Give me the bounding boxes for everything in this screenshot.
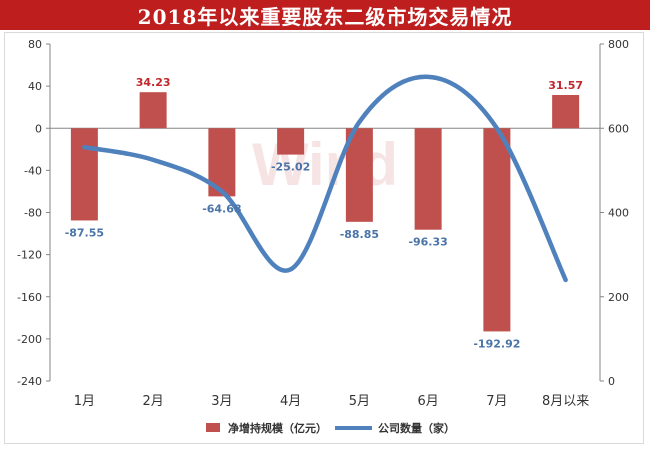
category-label: 3月 xyxy=(211,394,232,409)
left-tick-label: 0 xyxy=(35,122,42,135)
bar-data-label: -88.85 xyxy=(340,228,379,241)
right-tick-label: 600 xyxy=(608,122,629,135)
bar xyxy=(552,95,580,129)
category-label: 2月 xyxy=(142,394,163,409)
legend-line-label: 公司数量（家） xyxy=(378,421,455,435)
right-tick-label: 800 xyxy=(608,38,629,51)
right-tick-label: 200 xyxy=(608,291,629,304)
bar-data-label: 34.23 xyxy=(136,76,171,89)
category-label: 5月 xyxy=(349,394,370,409)
left-tick-label: -40 xyxy=(24,164,42,177)
chart-frame xyxy=(4,32,644,444)
company-count-line xyxy=(82,74,568,283)
category-label: 6月 xyxy=(417,394,438,409)
bar-data-label: -192.92 xyxy=(473,337,520,350)
left-tick-label: -160 xyxy=(17,291,42,304)
left-tick-label: 80 xyxy=(28,38,42,51)
bar xyxy=(277,128,305,155)
bar xyxy=(139,92,167,129)
bar xyxy=(414,128,442,230)
right-tick-label: 0 xyxy=(608,375,615,388)
left-tick-label: -80 xyxy=(24,207,42,220)
watermark: Wind xyxy=(252,131,398,198)
bar-data-label: -25.02 xyxy=(271,161,310,174)
bar xyxy=(483,128,511,332)
legend-bar-label: 净增持规模（亿元） xyxy=(228,421,327,435)
category-label: 4月 xyxy=(280,394,301,409)
left-tick-label: -120 xyxy=(17,249,42,262)
chart-title: 2018年以来重要股东二级市场交易情况 xyxy=(137,4,513,29)
legend-bar-swatch xyxy=(206,423,220,432)
category-label: 1月 xyxy=(74,394,95,409)
bar-data-label: 31.57 xyxy=(548,79,583,92)
left-tick-label: -200 xyxy=(17,333,42,346)
left-tick-label: -240 xyxy=(17,375,42,388)
bar-data-label: -96.33 xyxy=(408,236,447,249)
left-tick-label: 40 xyxy=(28,80,42,93)
bar xyxy=(70,128,98,221)
category-label: 7月 xyxy=(486,394,507,409)
category-label: 8月以来 xyxy=(542,394,589,409)
bar-data-label: -87.55 xyxy=(65,226,104,239)
title-bar: 2018年以来重要股东二级市场交易情况 xyxy=(0,0,650,30)
bar xyxy=(345,128,373,222)
bar-data-label: -64.68 xyxy=(202,202,241,215)
right-tick-label: 400 xyxy=(608,207,629,220)
